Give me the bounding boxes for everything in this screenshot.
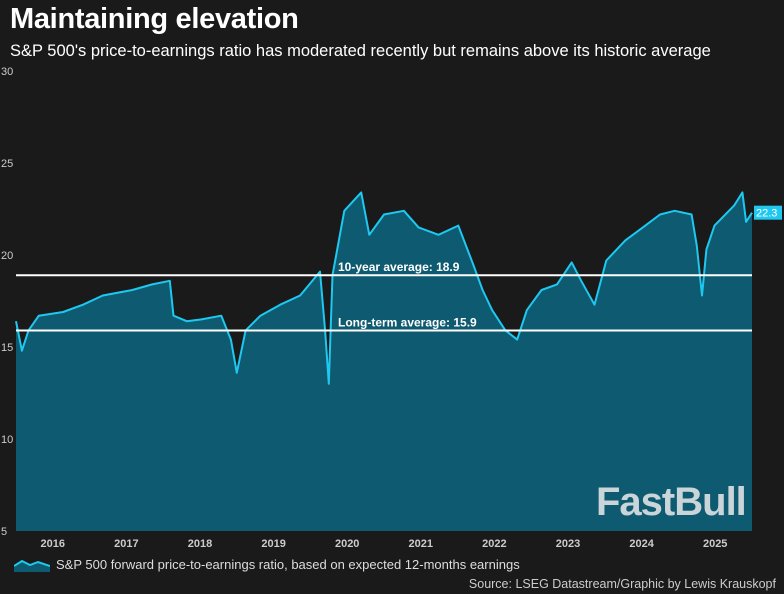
legend-area-icon (14, 559, 50, 573)
last-value-badge (754, 205, 782, 220)
reference-lines: 10-year average: 18.9 Long-term average: … (16, 260, 752, 332)
x-tick-label: 2016 (41, 538, 65, 550)
x-tick-label: 2020 (335, 538, 359, 550)
y-tick-label: 5 (1, 526, 7, 538)
fastbull-watermark: FastBull (596, 480, 747, 524)
source-note: Source: LSEG Datastream/Graphic by Lewis… (468, 577, 776, 591)
x-tick-label: 2024 (629, 538, 654, 550)
y-axis-ticks: 5 10 15 20 25 30 (1, 66, 13, 538)
last-value-label: 22.3 (754, 205, 782, 220)
x-tick-label: 2025 (703, 538, 727, 550)
y-tick-label: 20 (1, 250, 13, 262)
legend: S&P 500 forward price-to-earnings ratio,… (14, 557, 520, 573)
x-tick-label: 2018 (188, 538, 212, 550)
x-tick-label: 2023 (556, 538, 580, 550)
x-tick-label: 2019 (261, 538, 285, 550)
x-tick-label: 2021 (409, 538, 433, 550)
last-value-text: 22.3 (756, 208, 777, 220)
reference-line-label: 10-year average: 18.9 (338, 260, 460, 274)
legend-label: S&P 500 forward price-to-earnings ratio,… (56, 557, 520, 572)
x-tick-label: 2022 (482, 538, 506, 550)
y-tick-label: 10 (1, 434, 13, 446)
pe-ratio-area (16, 192, 752, 531)
x-axis-ticks: 2016 2017 2018 2019 2020 2021 2022 2023 2024 2025 (41, 538, 728, 550)
x-tick-label: 2017 (114, 538, 138, 550)
y-tick-label: 25 (1, 158, 13, 170)
chart-subtitle: S&P 500's price-to-earnings ratio has mo… (10, 42, 711, 60)
reference-line-label: Long-term average: 15.9 (338, 315, 477, 329)
pe-ratio-line (15, 191, 753, 385)
y-tick-label: 30 (1, 66, 13, 78)
y-tick-label: 15 (1, 342, 13, 354)
chart-title: Maintaining elevation (10, 3, 299, 35)
